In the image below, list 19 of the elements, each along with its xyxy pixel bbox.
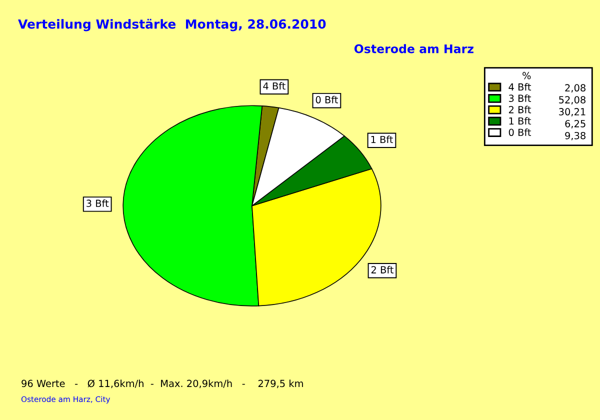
legend-label: 1 Bft [509,117,532,125]
legend-label: 2 Bft [508,106,532,114]
slice-label: 2 Bft [371,266,394,274]
slice-label: 3 Bft [86,199,109,208]
legend-label: 0 Bft [508,128,532,136]
legend-title: % [522,72,531,80]
data-label: 9,38 [565,132,586,140]
slice-label: 4 Bft [263,82,286,90]
chart-subtitle: Osterode am Harz [354,44,474,54]
text: 96 Werte - Ø 11,6km/h - Max. 20,9km/h - 279,5 km [22,380,303,388]
data-label: 52,08 [559,96,586,104]
data-label: 6,25 [565,120,586,128]
data-label: 30,21 [559,108,586,116]
slice-label: 0 Bft [316,96,338,104]
data-label: 2,08 [565,84,586,93]
legend-label: 3 Bft [508,94,532,102]
chart-title: Verteilung Windstärke Montag, 28.06.2010 [18,18,326,32]
legend-label: 4 Bft [508,83,532,90]
slice-label: 1 Bft [371,136,394,144]
